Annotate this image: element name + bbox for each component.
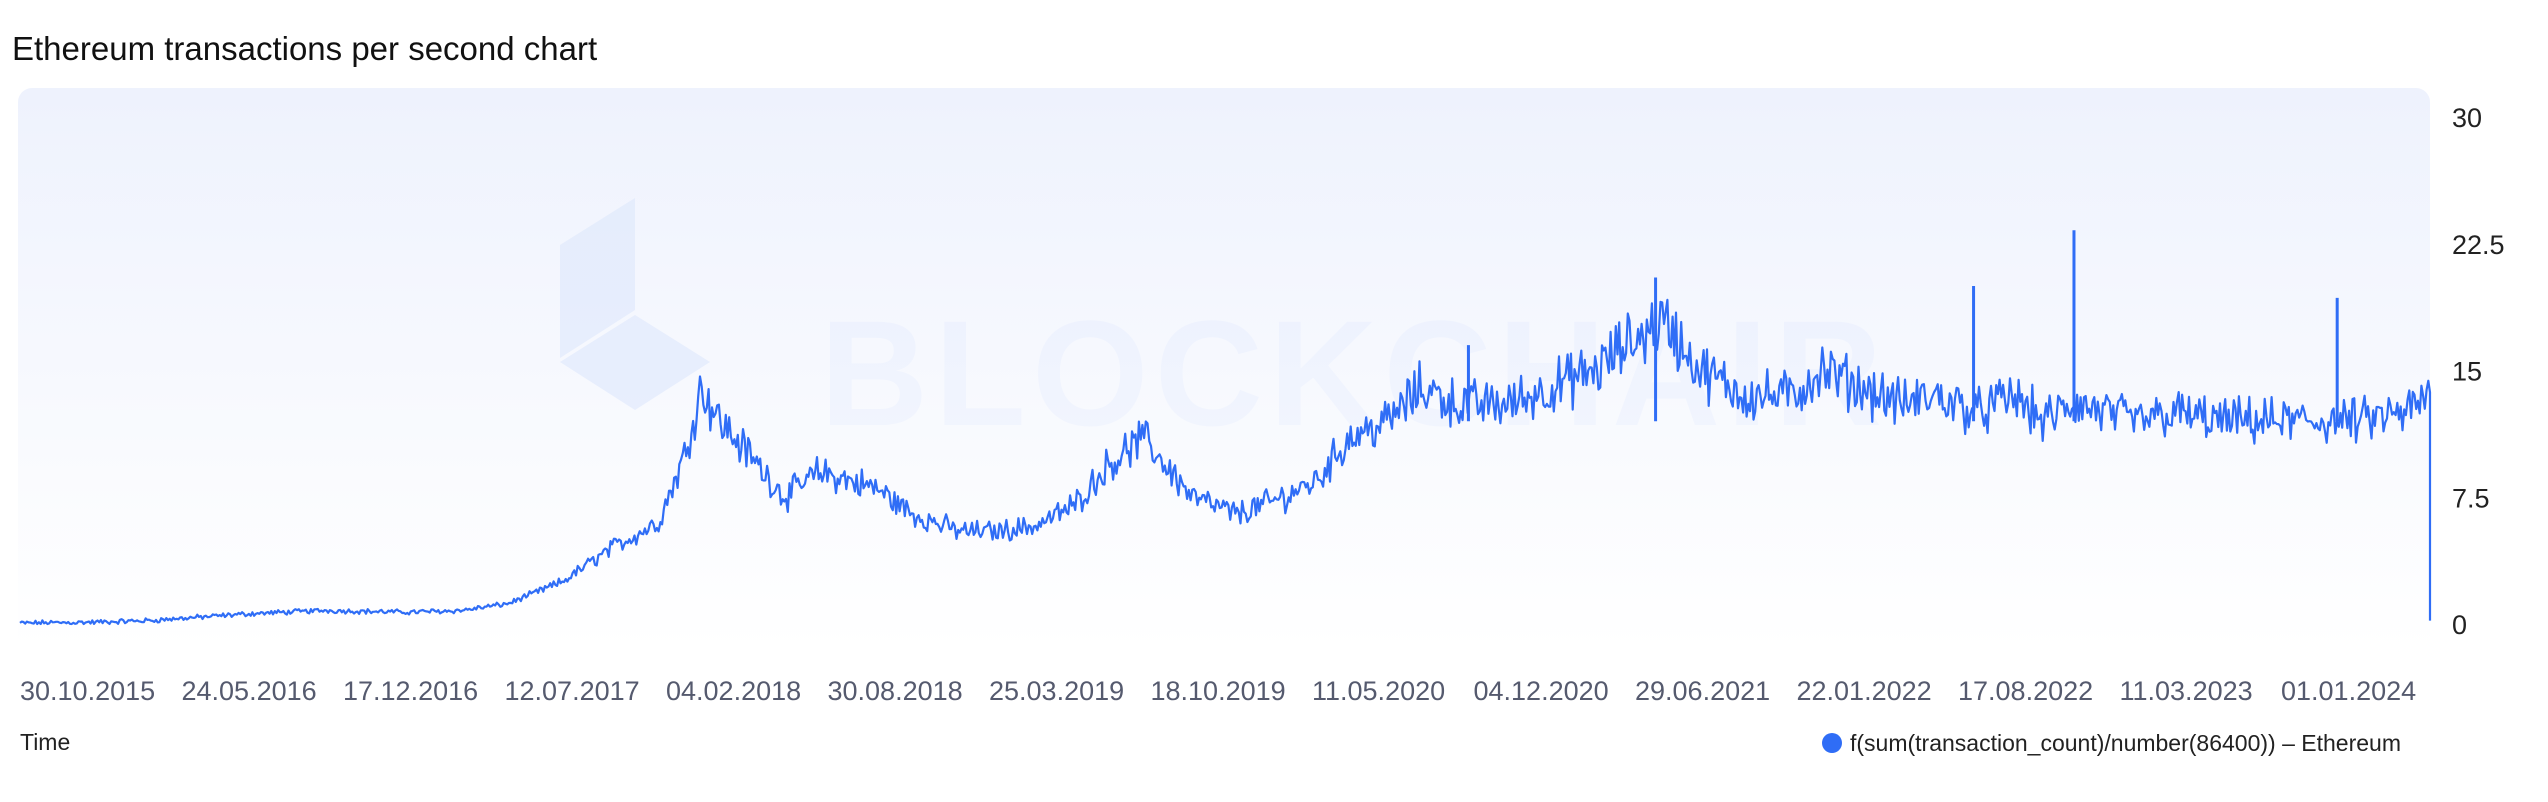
x-tick-label: 17.12.2016 (343, 676, 478, 706)
x-tick-label: 29.06.2021 (1635, 676, 1770, 706)
x-tick-label: 22.01.2022 (1797, 676, 1932, 706)
x-tick-label: 11.05.2020 (1312, 676, 1445, 706)
x-tick-label: 04.02.2018 (666, 676, 801, 706)
y-tick-label: 15 (2452, 357, 2482, 387)
watermark-logo-icon (560, 198, 710, 410)
x-tick-label: 24.05.2016 (182, 676, 317, 706)
series-line (19, 298, 2432, 626)
y-tick-label: 30 (2452, 103, 2482, 133)
x-tick-label: 30.08.2018 (828, 676, 963, 706)
chart-title: Ethereum transactions per second chart (12, 30, 598, 67)
legend-marker (1822, 733, 1842, 753)
watermark-text: BLOCKCHAIR (820, 289, 1888, 457)
x-tick-label: 17.08.2022 (1958, 676, 2093, 706)
x-tick-label: 01.01.2024 (2281, 676, 2416, 706)
x-tick-label: 12.07.2017 (505, 676, 640, 706)
x-tick-label: 25.03.2019 (989, 676, 1124, 706)
x-tick-label: 30.10.2015 (20, 676, 155, 706)
x-tick-label: 18.10.2019 (1151, 676, 1286, 706)
x-tick-label: 04.12.2020 (1474, 676, 1609, 706)
x-tick-label: 11.03.2023 (2120, 676, 2253, 706)
y-tick-label: 7.5 (2452, 483, 2490, 513)
legend-label: f(sum(transaction_count)/number(86400)) … (1850, 730, 2401, 756)
legend[interactable]: f(sum(transaction_count)/number(86400)) … (1822, 730, 2401, 756)
x-axis-title: Time (20, 729, 70, 755)
y-tick-label: 0 (2452, 610, 2467, 640)
y-tick-label: 22.5 (2452, 230, 2505, 260)
